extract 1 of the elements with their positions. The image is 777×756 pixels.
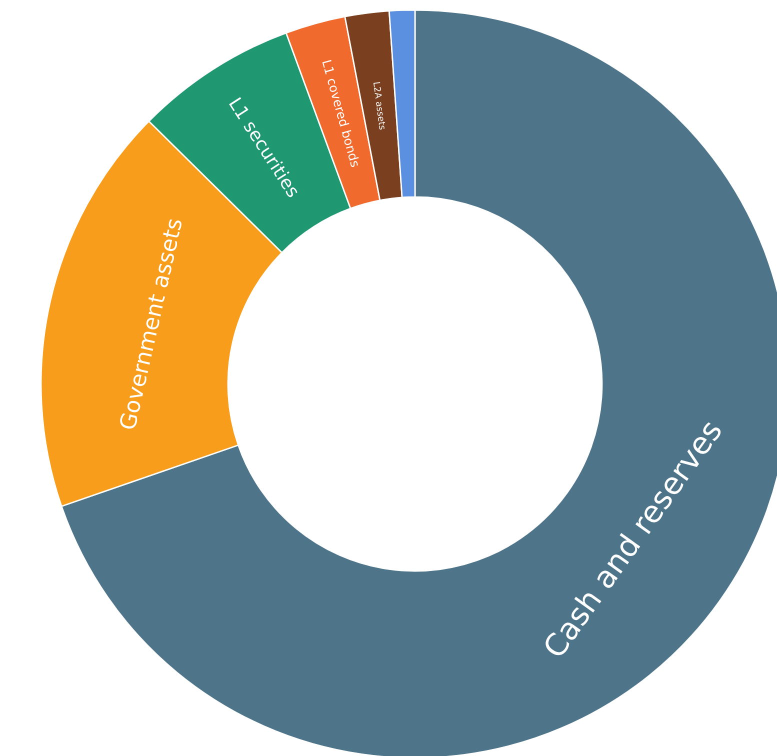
slice-label: L2A assets: [373, 82, 386, 130]
